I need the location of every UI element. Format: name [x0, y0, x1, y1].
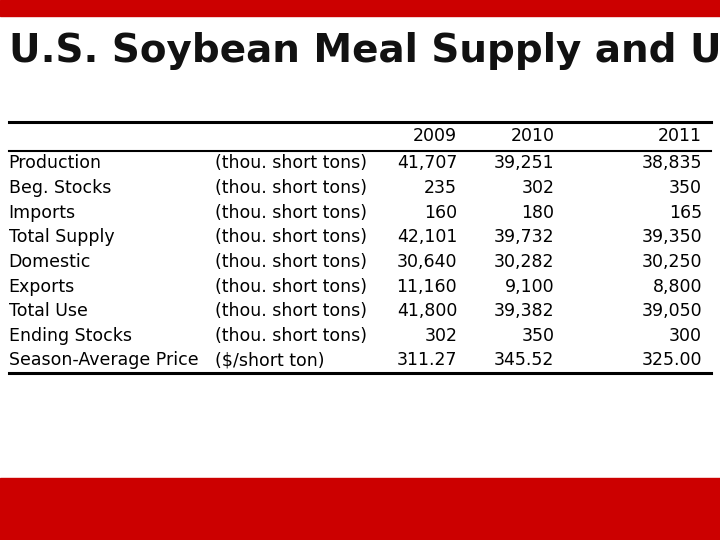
Text: Beg. Stocks: Beg. Stocks — [9, 179, 111, 197]
Text: 30,282: 30,282 — [494, 253, 554, 271]
Text: Total Use: Total Use — [9, 302, 88, 320]
Text: 9,100: 9,100 — [505, 278, 554, 295]
Text: 41,707: 41,707 — [397, 154, 457, 172]
Text: Ag Decision Maker: Ag Decision Maker — [533, 516, 709, 533]
Text: (thou. short tons): (thou. short tons) — [215, 302, 366, 320]
Text: Imports: Imports — [9, 204, 76, 222]
Text: 2010: 2010 — [510, 127, 554, 145]
Text: 302: 302 — [521, 179, 554, 197]
Text: 2009: 2009 — [413, 127, 457, 145]
Text: (thou. short tons): (thou. short tons) — [215, 179, 366, 197]
Text: 39,732: 39,732 — [494, 228, 554, 246]
Text: (thou. short tons): (thou. short tons) — [215, 154, 366, 172]
Text: 165: 165 — [669, 204, 702, 222]
Text: 11,160: 11,160 — [397, 278, 457, 295]
Text: 311.27: 311.27 — [397, 352, 457, 369]
Text: Domestic: Domestic — [9, 253, 91, 271]
Text: 39,382: 39,382 — [494, 302, 554, 320]
Text: 302: 302 — [424, 327, 457, 345]
Text: Ending Stocks: Ending Stocks — [9, 327, 132, 345]
Text: 8,800: 8,800 — [652, 278, 702, 295]
Text: 39,050: 39,050 — [642, 302, 702, 320]
Text: Source: USDA-WAOB: Source: USDA-WAOB — [565, 489, 709, 502]
Text: 30,250: 30,250 — [642, 253, 702, 271]
Text: 160: 160 — [424, 204, 457, 222]
Text: 30,640: 30,640 — [397, 253, 457, 271]
Text: Season-Average Price: Season-Average Price — [9, 352, 198, 369]
Bar — [0, 0, 720, 16]
Text: 300: 300 — [669, 327, 702, 345]
Text: 350: 350 — [669, 179, 702, 197]
Text: 345.52: 345.52 — [494, 352, 554, 369]
Text: U.S. Soybean Meal Supply and Use: U.S. Soybean Meal Supply and Use — [9, 32, 720, 70]
Text: (thou. short tons): (thou. short tons) — [215, 327, 366, 345]
Text: 2011: 2011 — [658, 127, 702, 145]
Text: (thou. short tons): (thou. short tons) — [215, 228, 366, 246]
Text: Production: Production — [9, 154, 102, 172]
Text: 39,251: 39,251 — [494, 154, 554, 172]
Text: (thou. short tons): (thou. short tons) — [215, 204, 366, 222]
Text: 38,835: 38,835 — [642, 154, 702, 172]
Text: (thou. short tons): (thou. short tons) — [215, 253, 366, 271]
Text: Extension and Outreach/Department of Economics: Extension and Outreach/Department of Eco… — [11, 518, 294, 528]
Text: 350: 350 — [521, 327, 554, 345]
Text: Exports: Exports — [9, 278, 75, 295]
Text: 325.00: 325.00 — [642, 352, 702, 369]
Text: 42,101: 42,101 — [397, 228, 457, 246]
Text: (thou. short tons): (thou. short tons) — [215, 278, 366, 295]
Text: ($/short ton): ($/short ton) — [215, 352, 324, 369]
Text: 39,350: 39,350 — [642, 228, 702, 246]
Text: Iowa State University: Iowa State University — [11, 487, 227, 504]
Text: Total Supply: Total Supply — [9, 228, 114, 246]
Text: 235: 235 — [424, 179, 457, 197]
Text: 41,800: 41,800 — [397, 302, 457, 320]
Text: 180: 180 — [521, 204, 554, 222]
Bar — [0, 478, 720, 540]
